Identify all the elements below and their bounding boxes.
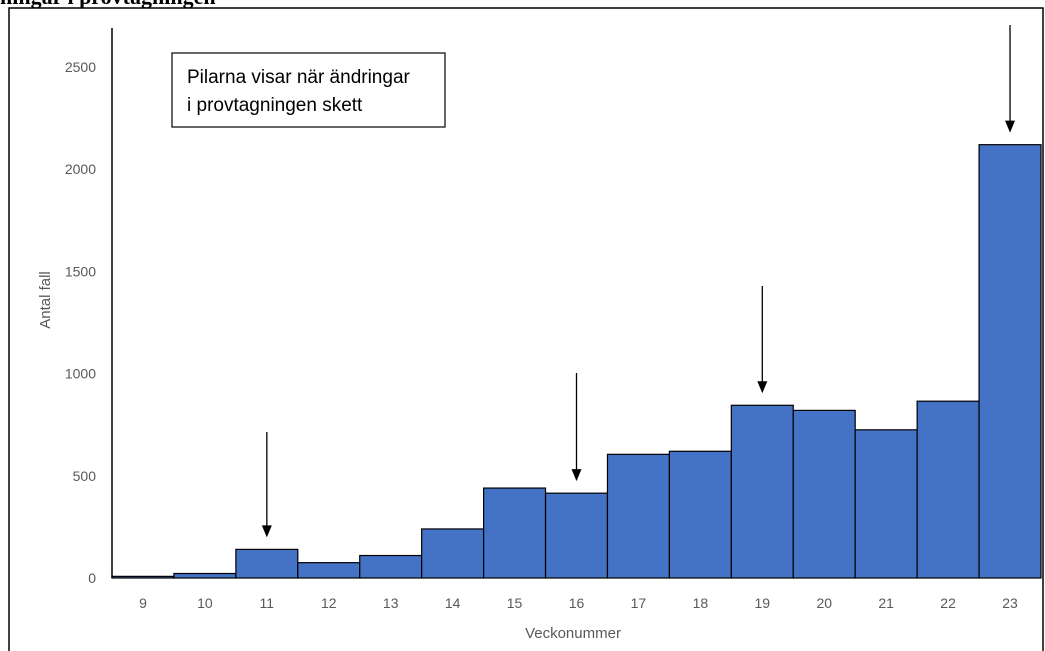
x-tick-label: 21 bbox=[878, 595, 894, 611]
x-tick-label: 11 bbox=[260, 595, 275, 611]
arrow-week-19 bbox=[757, 286, 768, 394]
bar-week-15 bbox=[483, 487, 547, 579]
bar-week-22 bbox=[916, 400, 980, 579]
annotation-box: Pilarna visar när ändringar i provtagnin… bbox=[171, 52, 446, 128]
bars bbox=[111, 144, 1042, 579]
bar-week-18 bbox=[668, 450, 732, 579]
y-tick-label: 0 bbox=[88, 570, 96, 586]
x-tick-label: 12 bbox=[321, 595, 337, 611]
x-axis-title: Veckonummer bbox=[525, 625, 621, 642]
arrow-head bbox=[571, 469, 582, 482]
annotation-frame bbox=[171, 52, 446, 128]
bar-week-10 bbox=[173, 572, 237, 579]
y-axis-title: Antal fall bbox=[37, 271, 54, 329]
bar-week-14 bbox=[421, 528, 485, 579]
arrow-head bbox=[261, 525, 272, 538]
arrows bbox=[261, 25, 1016, 538]
bar-week-21 bbox=[854, 429, 918, 579]
arrow-week-23 bbox=[1005, 25, 1016, 133]
bar-week-12 bbox=[297, 562, 361, 579]
annotation-line-2: i provtagningen skett bbox=[187, 95, 363, 116]
x-tick-label: 16 bbox=[569, 595, 585, 611]
arrow-week-11 bbox=[261, 432, 272, 538]
arrow-week-16 bbox=[571, 373, 582, 482]
y-tick-label: 1500 bbox=[65, 263, 96, 279]
y-tick-label: 2000 bbox=[65, 161, 96, 177]
x-tick-label: 14 bbox=[445, 595, 461, 611]
bar-week-16 bbox=[544, 492, 609, 579]
x-tick-label: 15 bbox=[507, 595, 523, 611]
bar-week-9 bbox=[111, 575, 175, 579]
x-tick-label: 9 bbox=[139, 595, 147, 611]
x-tick-label: 13 bbox=[383, 595, 399, 611]
y-tick-label: 500 bbox=[73, 468, 97, 484]
x-tick-label: 20 bbox=[816, 595, 832, 611]
bar-week-17 bbox=[606, 453, 671, 579]
x-tick-label: 17 bbox=[631, 595, 647, 611]
chart-title-partial: ningar i provtagningen bbox=[0, 0, 216, 10]
bar-week-19 bbox=[730, 404, 794, 579]
arrow-head bbox=[757, 381, 768, 394]
bar-week-11 bbox=[235, 548, 299, 579]
bar-week-20 bbox=[792, 409, 856, 579]
y-tick-labels: 0 500 1000 1500 2000 2500 bbox=[65, 59, 96, 586]
bar-week-23 bbox=[978, 144, 1042, 579]
x-tick-label: 19 bbox=[755, 595, 771, 611]
y-tick-label: 2500 bbox=[65, 59, 96, 75]
y-tick-label: 1000 bbox=[65, 366, 96, 382]
x-tick-label: 18 bbox=[693, 595, 709, 611]
x-tick-labels: 9 10 11 12 13 14 15 16 17 18 19 20 21 22 23 bbox=[139, 595, 1018, 611]
x-tick-label: 23 bbox=[1002, 595, 1018, 611]
x-tick-label: 10 bbox=[197, 595, 213, 611]
arrow-head bbox=[1005, 120, 1016, 133]
x-tick-label: 22 bbox=[940, 595, 956, 611]
chart-border bbox=[8, 7, 1044, 651]
annotation-line-1: Pilarna visar när ändringar bbox=[187, 67, 411, 88]
bar-week-13 bbox=[359, 554, 423, 579]
